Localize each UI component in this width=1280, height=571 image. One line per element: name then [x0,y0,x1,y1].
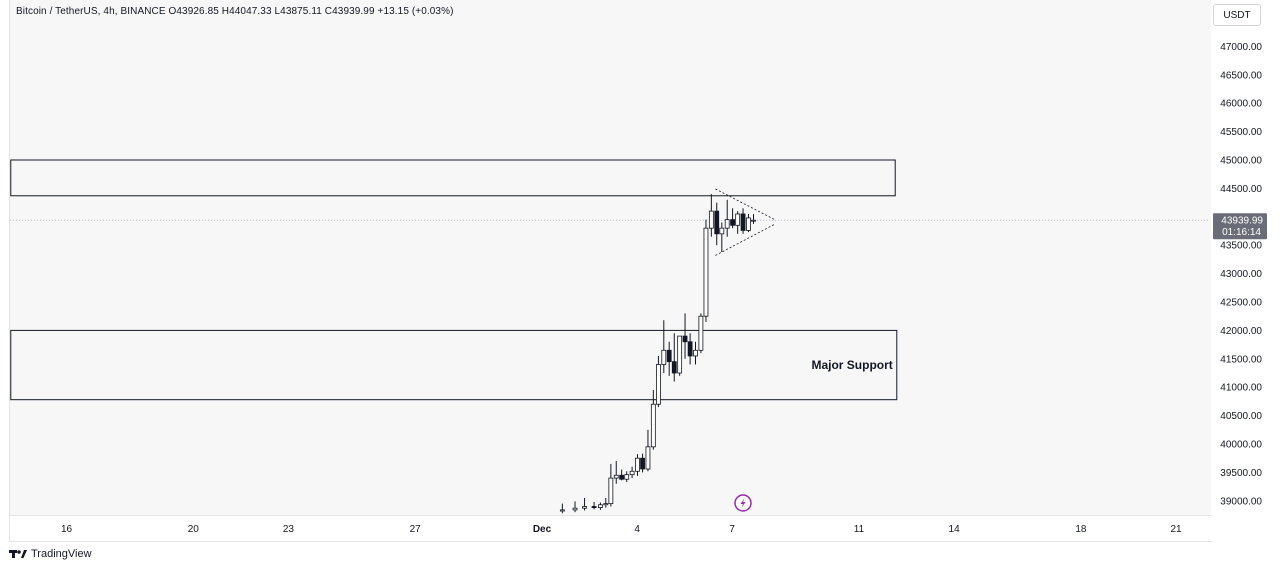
current-price-box [1213,213,1267,240]
current-price-value: 43939.99 [1221,216,1263,227]
candle-body[interactable] [645,446,651,470]
price-tick-label: 47000.00 [1220,42,1262,53]
time-tick-label: 4 [634,524,640,535]
candle-body[interactable] [698,315,704,351]
time-tick-label: 14 [949,524,961,535]
candle-body[interactable] [608,477,614,505]
price-tick-label: 40000.00 [1220,440,1262,451]
bar-countdown: 01:16:14 [1222,227,1261,238]
lightning-icon [740,498,746,508]
price-tick-label: 42000.00 [1220,326,1262,337]
tradingview-logo-icon [9,550,27,558]
support-zone-label: Major Support [811,358,892,372]
candle-body[interactable] [635,457,640,472]
candle-body[interactable] [582,506,587,509]
tradingview-logo-text: TradingView [31,548,92,560]
candle-body[interactable] [591,506,597,509]
chart-svg[interactable]: Major Support 47000.00 46500.00 46000.00 455… [0,0,1280,541]
time-tick-label: 23 [283,524,295,535]
price-tick-label: 45500.00 [1220,127,1262,138]
candle-body[interactable] [724,219,730,229]
time-tick-label: 11 [854,524,865,535]
time-axis[interactable] [9,515,1212,542]
candle-body[interactable] [603,503,609,506]
time-tick-label: 18 [1075,524,1087,535]
candle-body[interactable] [629,470,635,476]
resistance-zone [10,159,896,197]
candle-body[interactable] [656,364,661,405]
price-tick-label: 41000.00 [1220,383,1262,394]
price-tick-label: 45000.00 [1220,156,1262,167]
candle-body[interactable] [735,213,741,226]
candle-body[interactable] [682,335,688,343]
time-tick-label: 16 [61,524,73,535]
candle-body[interactable] [572,507,578,511]
time-tick-label: Dec [533,524,552,535]
candle-body[interactable] [613,474,619,479]
candle-body[interactable] [746,217,751,231]
price-tick-label: 46000.00 [1220,99,1262,110]
candle-body[interactable] [619,474,625,480]
candle-body[interactable] [751,219,756,222]
time-tick-label: 21 [1170,524,1182,535]
price-axis[interactable] [1211,0,1280,515]
price-tick-label: 43500.00 [1220,241,1262,252]
time-tick-label: 7 [729,524,735,535]
candle-body[interactable] [671,361,677,374]
candle-body[interactable] [650,403,656,448]
plot-area[interactable] [9,0,1212,515]
triangle-lower-line [715,223,775,256]
price-tick-label: 39000.00 [1220,496,1262,507]
price-tick-label: 46500.00 [1220,70,1262,81]
time-tick-label: 27 [410,524,422,535]
time-tick-label: 20 [188,524,200,535]
price-tick-label: 39500.00 [1220,468,1262,479]
candle-body[interactable] [708,210,714,229]
candle-body[interactable] [703,227,709,317]
tradingview-logo[interactable]: TradingView [9,548,92,560]
price-tick-label: 40500.00 [1220,411,1262,422]
candle-body[interactable] [677,335,683,374]
candles-group [559,194,756,514]
candle-body[interactable] [559,509,565,512]
price-tick-label: 42500.00 [1220,298,1262,309]
candle-body[interactable] [624,474,630,480]
symbol-legend[interactable]: Bitcoin / TetherUS, 4h, BINANCE O43926.8… [16,6,454,17]
candle-body[interactable] [730,219,735,226]
candle-body[interactable] [687,341,693,357]
triangle-upper-line [715,188,775,220]
candle-body[interactable] [719,227,725,235]
candle-body[interactable] [693,349,698,357]
price-tick-label: 41500.00 [1220,354,1262,365]
candle-body[interactable] [714,210,720,235]
price-tick-label: 44500.00 [1220,184,1262,195]
support-zone [10,329,898,401]
price-tick-label: 43000.00 [1220,269,1262,280]
candle-body[interactable] [740,213,746,231]
candle-body[interactable] [666,349,672,363]
candle-body[interactable] [640,457,645,470]
currency-button[interactable]: USDT [1213,4,1261,26]
candle-body[interactable] [598,504,603,509]
candle-body[interactable] [661,349,667,365]
